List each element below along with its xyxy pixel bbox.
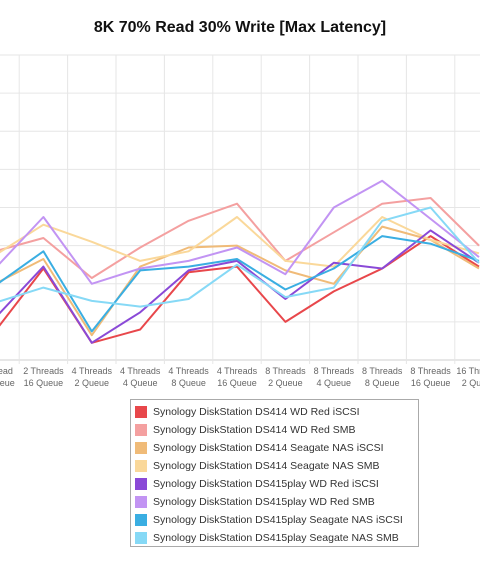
x-tick-label: 4 Threads 8 Queue: [168, 366, 209, 388]
legend-swatch: [135, 406, 147, 418]
series-line-2: [0, 197, 480, 279]
series-line-6: [0, 179, 480, 285]
x-tick-label: 8 Threads 4 Queue: [314, 366, 355, 388]
legend-item[interactable]: Synology DiskStation DS414 WD Red SMB: [135, 421, 418, 439]
x-tick-label: 4 Threads 16 Queue: [217, 366, 258, 388]
legend-item[interactable]: Synology DiskStation DS415play WD Red iS…: [135, 475, 418, 493]
legend-swatch: [135, 460, 147, 472]
legend: Synology DiskStation DS414 WD Red iSCSI S…: [130, 399, 419, 547]
series-line-8: [0, 206, 480, 308]
legend-label: Synology DiskStation DS414 Seagate NAS S…: [153, 460, 380, 472]
legend-swatch: [135, 442, 147, 454]
legend-swatch: [135, 478, 147, 490]
chart-title: 8K 70% Read 30% Write [Max Latency]: [93, 19, 387, 36]
x-tick-label: 4 Threads 4 Queue: [120, 366, 161, 388]
legend-label: Synology DiskStation DS415play WD Red iS…: [153, 478, 379, 490]
series-lines: [0, 179, 480, 344]
legend-item[interactable]: Synology DiskStation DS415play Seagate N…: [135, 511, 418, 529]
legend-label: Synology DiskStation DS414 WD Red SMB: [153, 424, 356, 436]
x-tick-label: 8 Threads 16 Queue: [410, 366, 451, 388]
series-line-7: [0, 235, 480, 333]
legend-item[interactable]: Synology DiskStation DS415play Seagate N…: [135, 529, 418, 547]
series-line-4: [0, 216, 480, 268]
series-line-1: [0, 235, 480, 344]
legend-swatch: [135, 496, 147, 508]
x-tick-label: 1 Thread16 Queue: [0, 366, 15, 388]
series-line-5: [0, 229, 480, 344]
grid-lines: [0, 54, 480, 364]
x-tick-label: 8 Threads 2 Queue: [265, 366, 306, 388]
legend-swatch: [135, 514, 147, 526]
legend-label: Synology DiskStation DS414 Seagate NAS i…: [153, 442, 384, 454]
legend-swatch: [135, 532, 147, 544]
legend-item[interactable]: Synology DiskStation DS414 WD Red iSCSI: [135, 403, 418, 421]
legend-label: Synology DiskStation DS415play Seagate N…: [153, 532, 399, 544]
x-tick-label: 2 Threads 16 Queue: [23, 366, 64, 388]
x-tick-label: 4 Threads 2 Queue: [72, 366, 113, 388]
series-line-3: [0, 225, 480, 337]
legend-swatch: [135, 424, 147, 436]
legend-item[interactable]: Synology DiskStation DS414 Seagate NAS i…: [135, 439, 418, 457]
legend-label: Synology DiskStation DS414 WD Red iSCSI: [153, 406, 360, 418]
legend-label: Synology DiskStation DS415play Seagate N…: [153, 514, 403, 526]
legend-label: Synology DiskStation DS415play WD Red SM…: [153, 496, 375, 508]
legend-item[interactable]: Synology DiskStation DS415play WD Red SM…: [135, 493, 418, 511]
legend-item[interactable]: Synology DiskStation DS414 Seagate NAS S…: [135, 457, 418, 475]
x-tick-label: 8 Threads 8 Queue: [362, 366, 403, 388]
